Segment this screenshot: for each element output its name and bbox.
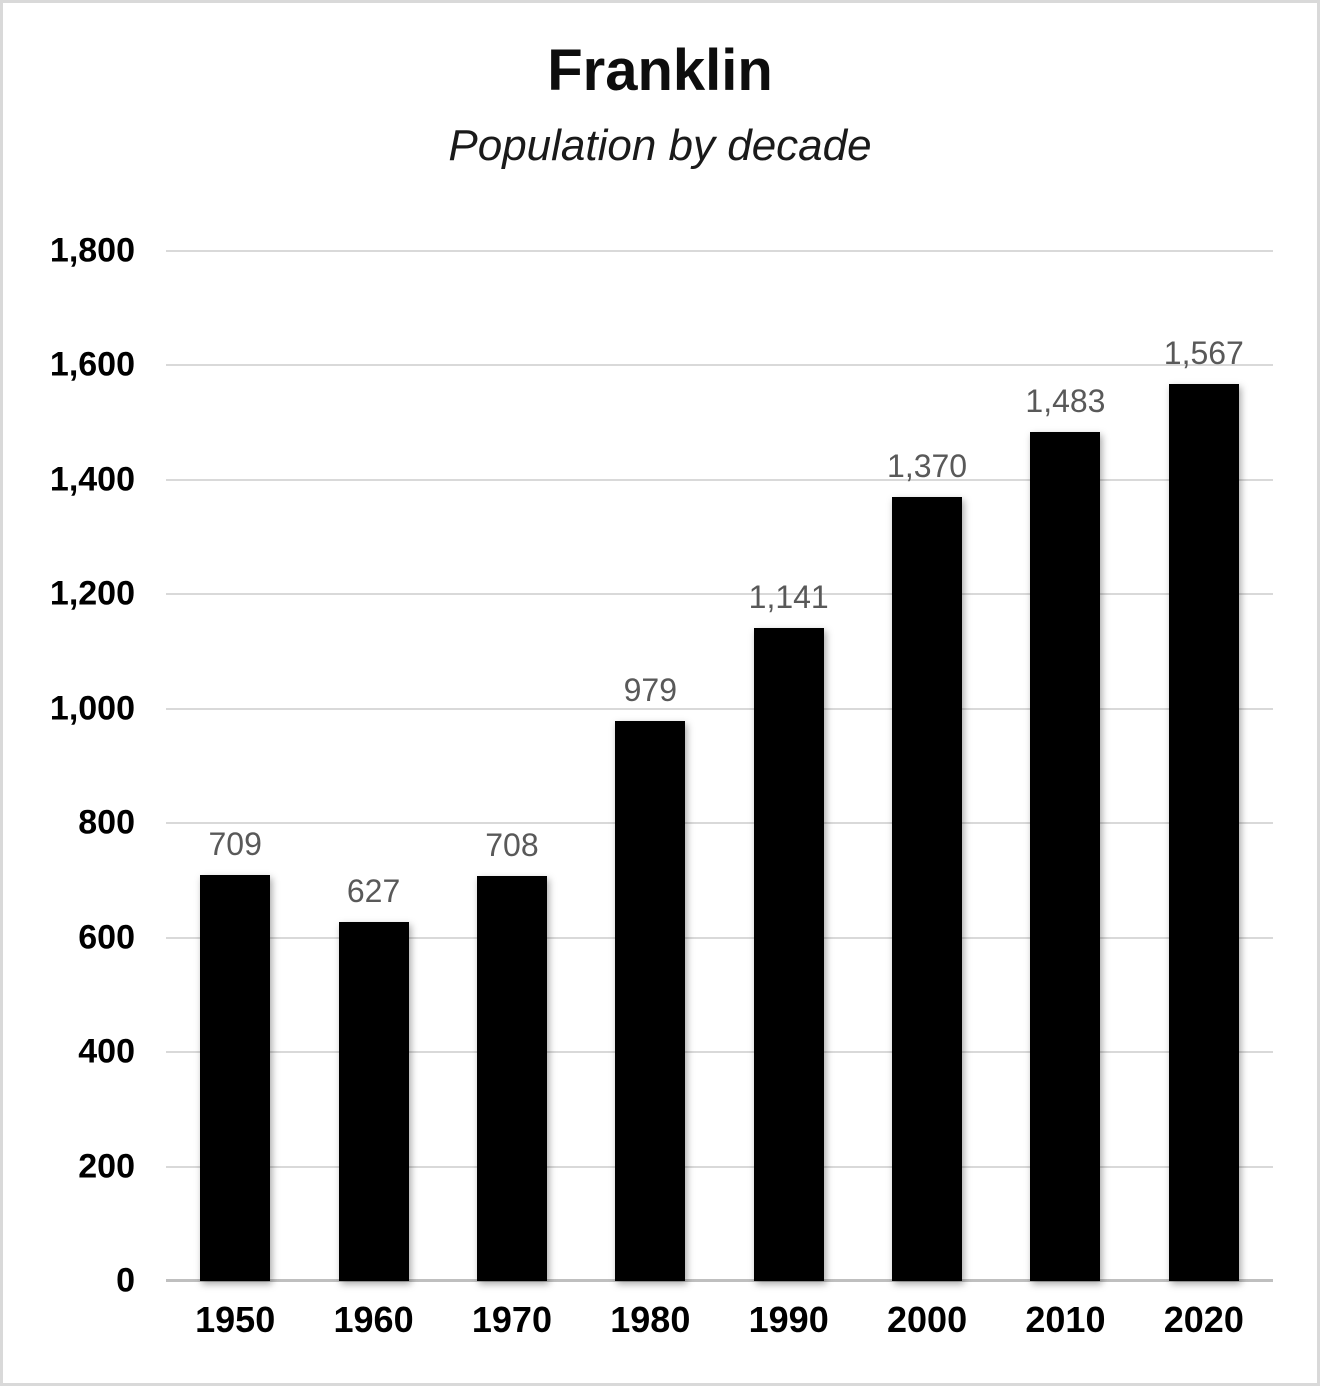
y-tick-label: 600	[78, 918, 135, 957]
bar-value-label: 1,370	[887, 448, 968, 485]
bar	[615, 720, 686, 1281]
bar	[338, 922, 409, 1281]
chart-title: Franklin	[547, 38, 773, 103]
y-axis: 0 200 400 600 800 1,000 1,200 1,400 1,600 1,800	[3, 232, 135, 1300]
y-tick-label: 1,200	[49, 574, 135, 613]
x-axis: 1950 1960 1970 1980 1990 2000 2010 2020	[166, 1299, 1273, 1341]
bar	[476, 875, 547, 1281]
gridline	[166, 822, 1273, 825]
bar-column: 1,567	[1135, 251, 1273, 1281]
x-tick-label: 2010	[1025, 1299, 1106, 1340]
bar-value-label: 708	[485, 826, 539, 863]
y-tick-label: 0	[116, 1261, 135, 1300]
bar-column: 709	[166, 251, 304, 1281]
gridline	[166, 707, 1273, 710]
bar	[200, 875, 271, 1281]
bar-column: 708	[443, 251, 581, 1281]
bar	[892, 497, 963, 1281]
bar	[753, 628, 824, 1281]
y-tick-label: 200	[78, 1147, 135, 1186]
bar	[1168, 384, 1239, 1281]
x-tick-label: 1970	[471, 1299, 552, 1340]
gridline	[166, 478, 1273, 481]
bar-column: 979	[581, 251, 719, 1281]
bar-column: 627	[304, 251, 442, 1281]
y-tick-label: 400	[78, 1032, 135, 1071]
y-tick-label: 800	[78, 803, 135, 842]
x-tick-label: 1950	[195, 1299, 276, 1340]
bar-value-label: 627	[346, 873, 401, 910]
bar-column: 1,370	[858, 251, 996, 1281]
bar-value-label: 1,567	[1163, 335, 1244, 372]
y-tick-label: 1,800	[49, 231, 135, 270]
x-tick-label: 2020	[1163, 1299, 1244, 1340]
gridline	[166, 593, 1273, 596]
bar-column: 1,483	[996, 251, 1134, 1281]
bar-chart: Franklin Population by decade 0 200 400 600…	[3, 3, 1317, 1383]
y-tick-label: 1,600	[49, 345, 135, 384]
x-tick-label: 1960	[333, 1299, 414, 1340]
gridline	[166, 936, 1273, 939]
bar-column: 1,141	[720, 251, 858, 1281]
chart-subtitle: Population by decade	[448, 121, 872, 170]
gridline	[166, 250, 1273, 252]
plot-area: 709 627 708 979 1,141 1,370 1,483 1,567	[166, 250, 1273, 1282]
bars-row: 709 627 708 979 1,141 1,370 1,483 1,567	[166, 251, 1273, 1281]
x-tick-label: 1990	[748, 1299, 829, 1340]
bar-value-label: 1,141	[748, 579, 829, 616]
bar-value-label: 979	[623, 671, 677, 708]
gridline	[166, 1165, 1273, 1168]
y-tick-label: 1,000	[49, 689, 135, 728]
x-axis-line	[166, 1279, 1273, 1282]
gridline	[166, 1051, 1273, 1054]
bar-value-label: 1,483	[1025, 383, 1106, 420]
y-tick-label: 1,400	[49, 460, 135, 499]
bar	[1030, 432, 1101, 1281]
x-tick-label: 1980	[610, 1299, 691, 1340]
x-tick-label: 2000	[887, 1299, 968, 1340]
bar-value-label: 709	[208, 826, 262, 863]
gridline	[166, 364, 1273, 367]
